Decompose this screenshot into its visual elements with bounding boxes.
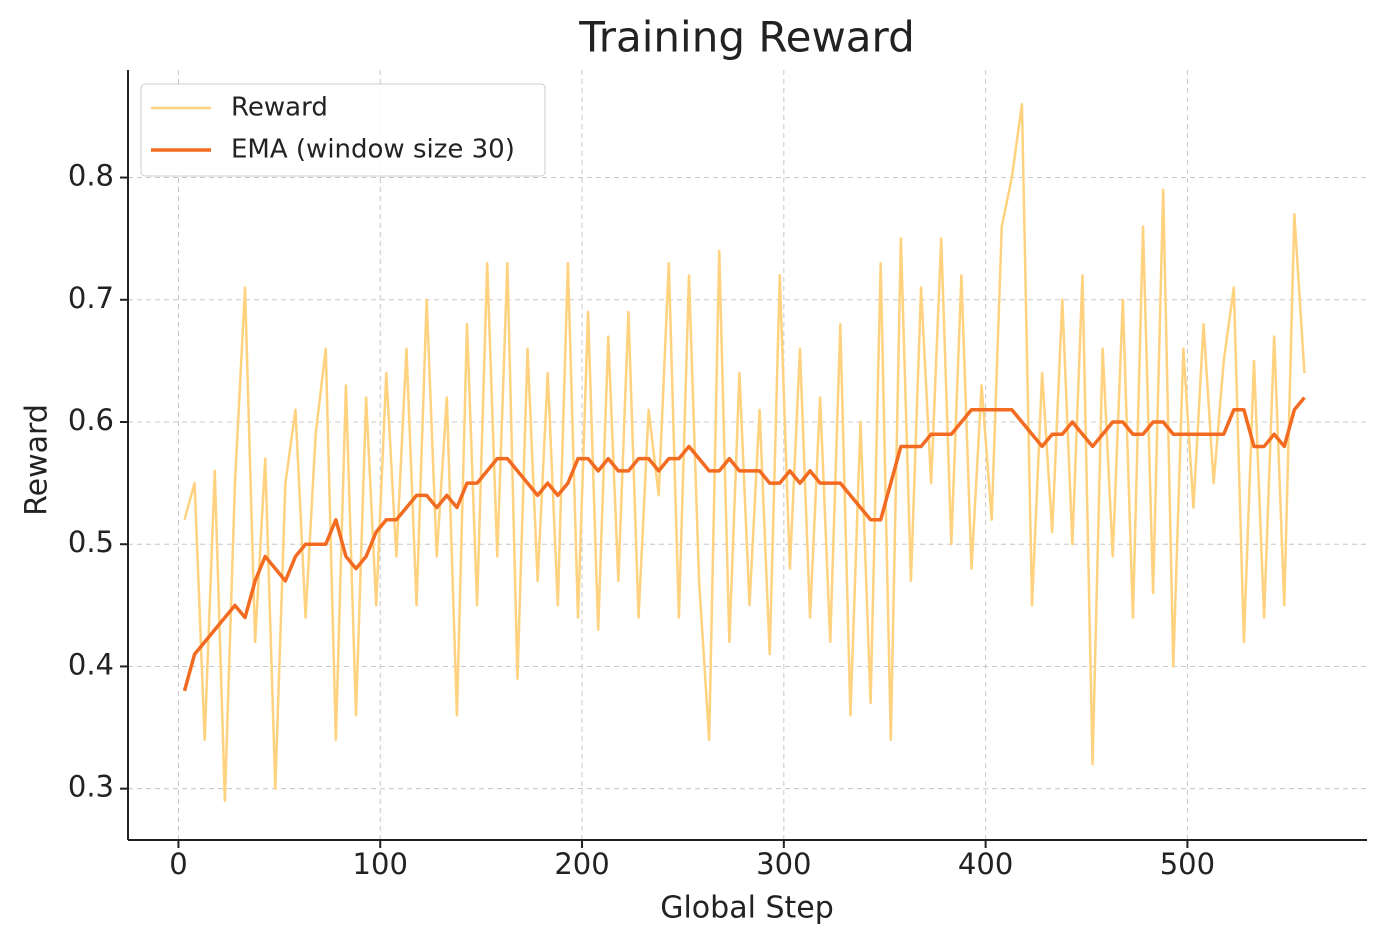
y-axis-label: Reward: [20, 404, 55, 516]
chart-title: Training Reward: [578, 13, 915, 62]
y-tick-label: 0.3: [68, 770, 114, 804]
legend: Reward EMA (window size 30): [140, 83, 546, 177]
grid: [128, 70, 1367, 840]
x-axis-label: Global Step: [660, 891, 834, 926]
x-tick-label: 0: [169, 847, 187, 881]
series-line: [183, 102, 1306, 803]
y-tick-label: 0.5: [68, 525, 114, 559]
y-tick-label: 0.7: [68, 281, 114, 315]
series-line: [182, 396, 1306, 692]
x-tick-label: 300: [756, 847, 811, 881]
x-tick-label: 500: [1160, 847, 1215, 881]
y-tick-label: 0.6: [68, 403, 114, 437]
legend-label: EMA (window size 30): [231, 135, 515, 165]
x-tick-label: 200: [554, 847, 609, 881]
x-tick-label: 100: [353, 847, 408, 881]
legend-box: [140, 83, 546, 177]
x-tick-label: 400: [958, 847, 1013, 881]
y-tick-label: 0.8: [68, 159, 114, 193]
y-tick-label: 0.4: [68, 647, 114, 681]
plot: [182, 102, 1306, 803]
legend-label: Reward: [231, 93, 328, 123]
